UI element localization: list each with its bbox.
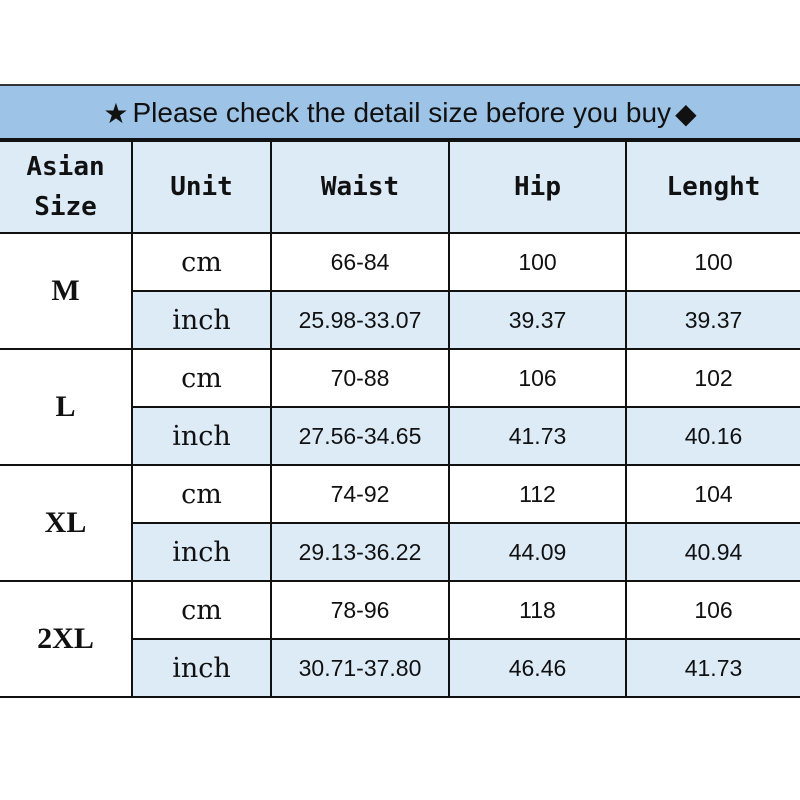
length-cell: 106 [625,580,800,640]
header-hip: Hip [448,140,627,234]
hip-cell: 46.46 [448,638,627,698]
header-asian-size-label: Asian Size [26,152,105,222]
waist-cell: 25.98-33.07 [270,290,450,350]
length-cell: 41.73 [625,638,800,698]
header-unit: Unit [131,140,272,234]
header-asian-size: Asian Size [0,140,133,234]
waist-cell: 74-92 [270,464,450,524]
length-cell: 102 [625,348,800,408]
title-banner: ★ Please check the detail size before yo… [0,84,800,140]
header-row: Asian Size Unit Waist Hip Lenght [0,140,800,234]
unit-cell: inch [132,638,272,698]
length-cell: 40.94 [625,522,800,582]
table-row-inch: inch 30.71-37.80 46.46 41.73 [0,638,800,698]
hip-cell: 44.09 [448,522,627,582]
size-cell: XL [0,464,133,582]
title-text: Please check the detail size before you … [132,97,672,128]
length-cell: 104 [625,464,800,524]
unit-cell: cm [131,348,272,408]
length-cell: 100 [625,232,800,292]
unit-cell: cm [131,464,272,524]
size-cell: M [0,232,133,350]
length-cell: 39.37 [625,290,800,350]
size-cell: 2XL [0,580,133,698]
table-row-inch: inch 25.98-33.07 39.37 39.37 [0,290,800,350]
header-length: Lenght [625,140,800,234]
unit-cell: cm [131,580,272,640]
header-waist: Waist [270,140,450,234]
unit-cell: cm [131,232,272,292]
waist-cell: 70-88 [270,348,450,408]
table-row-inch: inch 27.56-34.65 41.73 40.16 [0,406,800,466]
waist-cell: 30.71-37.80 [270,638,450,698]
hip-cell: 100 [448,232,627,292]
hip-cell: 112 [448,464,627,524]
unit-cell: inch [132,522,272,582]
size-chart: ★ Please check the detail size before yo… [0,84,800,698]
unit-cell: inch [132,406,272,466]
diamond-icon: ◆ [675,97,697,129]
table-row-inch: inch 29.13-36.22 44.09 40.94 [0,522,800,582]
hip-cell: 106 [448,348,627,408]
waist-cell: 78-96 [270,580,450,640]
hip-cell: 39.37 [448,290,627,350]
waist-cell: 66-84 [270,232,450,292]
size-cell: L [0,348,133,466]
hip-cell: 41.73 [448,406,627,466]
table-row-cm: XL cm 74-92 112 104 [0,464,800,582]
unit-cell: inch [132,290,272,350]
hip-cell: 118 [448,580,627,640]
table-row-cm: 2XL cm 78-96 118 106 [0,580,800,698]
waist-cell: 29.13-36.22 [270,522,450,582]
waist-cell: 27.56-34.65 [270,406,450,466]
length-cell: 40.16 [625,406,800,466]
star-icon: ★ [103,97,129,129]
